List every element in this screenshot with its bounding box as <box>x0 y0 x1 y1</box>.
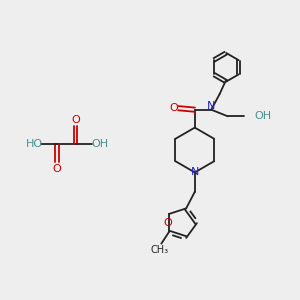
Text: CH₃: CH₃ <box>151 244 169 255</box>
Text: N: N <box>207 101 215 111</box>
Text: OH: OH <box>254 111 272 121</box>
Text: O: O <box>71 115 80 124</box>
Text: O: O <box>163 218 172 228</box>
Text: O: O <box>53 164 62 173</box>
Text: N: N <box>190 167 199 177</box>
Text: O: O <box>169 103 178 113</box>
Text: OH: OH <box>91 139 108 149</box>
Text: HO: HO <box>26 139 43 149</box>
